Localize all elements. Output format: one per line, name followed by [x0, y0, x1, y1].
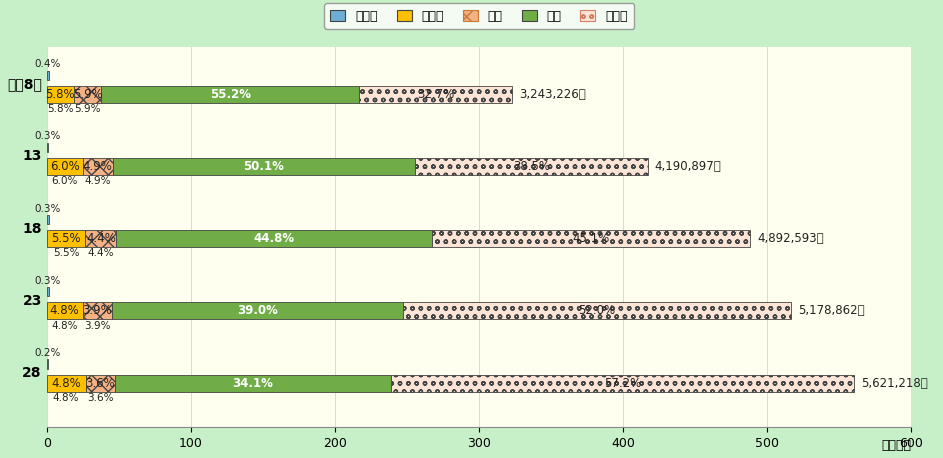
Text: 3.9%: 3.9%	[84, 321, 110, 331]
Bar	[47, 302, 82, 319]
Text: 44.8%: 44.8%	[254, 232, 295, 245]
Text: 0.3%: 0.3%	[34, 131, 60, 142]
Text: 6.0%: 6.0%	[52, 176, 78, 186]
Bar	[82, 302, 111, 319]
Text: 3.6%: 3.6%	[85, 376, 115, 390]
Text: 4,892,593人: 4,892,593人	[757, 232, 824, 245]
Text: 5.5%: 5.5%	[53, 249, 79, 258]
Text: （万人）: （万人）	[882, 439, 911, 452]
Text: 5.5%: 5.5%	[51, 232, 81, 245]
Text: 39.0%: 39.0%	[237, 305, 277, 317]
Bar	[47, 287, 49, 296]
Text: 0.3%: 0.3%	[35, 204, 61, 214]
Text: 5.9%: 5.9%	[73, 87, 103, 101]
Text: 5.8%: 5.8%	[45, 87, 75, 101]
Bar	[101, 86, 359, 103]
Bar	[433, 230, 751, 247]
Text: 4.4%: 4.4%	[86, 232, 116, 245]
Text: 4.4%: 4.4%	[88, 249, 114, 258]
Text: 0.4%: 0.4%	[35, 59, 60, 69]
Text: 50.1%: 50.1%	[243, 160, 284, 173]
Bar	[111, 302, 403, 319]
Bar	[86, 375, 115, 392]
Legend: 新生児, 乳幼児, 少年, 成人, 高齢者: 新生児, 乳幼児, 少年, 成人, 高齢者	[324, 3, 634, 29]
Bar	[74, 86, 101, 103]
Bar	[47, 230, 86, 247]
Bar	[86, 230, 117, 247]
Bar	[391, 375, 854, 392]
Bar	[47, 215, 49, 224]
Text: 3.9%: 3.9%	[82, 305, 112, 317]
Bar	[359, 86, 512, 103]
Bar	[83, 158, 112, 175]
Text: 6.0%: 6.0%	[50, 160, 79, 173]
Text: 55.2%: 55.2%	[210, 87, 251, 101]
Bar	[47, 71, 48, 80]
Bar	[47, 360, 48, 369]
Text: 45.1%: 45.1%	[572, 232, 610, 245]
Text: 4.8%: 4.8%	[53, 393, 79, 403]
Text: 5.9%: 5.9%	[74, 104, 101, 114]
Text: 34.1%: 34.1%	[232, 376, 273, 390]
Text: 3.6%: 3.6%	[87, 393, 113, 403]
Bar	[47, 158, 83, 175]
Text: 57.2%: 57.2%	[604, 376, 641, 390]
Text: 0.2%: 0.2%	[34, 348, 60, 358]
Bar	[47, 143, 48, 152]
Text: 5.8%: 5.8%	[47, 104, 74, 114]
Bar	[115, 375, 391, 392]
Bar	[47, 375, 86, 392]
Bar	[117, 230, 433, 247]
Text: 5,621,218人: 5,621,218人	[862, 376, 928, 390]
Text: 4.8%: 4.8%	[51, 376, 81, 390]
Text: 4.8%: 4.8%	[51, 321, 78, 331]
Text: 4.9%: 4.9%	[85, 176, 111, 186]
Text: 4.9%: 4.9%	[83, 160, 112, 173]
Text: 4.8%: 4.8%	[50, 305, 79, 317]
Bar	[403, 302, 791, 319]
Text: 4,190,897人: 4,190,897人	[654, 160, 721, 173]
Text: 3,243,226人: 3,243,226人	[520, 87, 587, 101]
Bar	[112, 158, 415, 175]
Bar	[415, 158, 648, 175]
Text: 38.5%: 38.5%	[513, 160, 550, 173]
Text: 52.0%: 52.0%	[578, 305, 616, 317]
Text: 0.3%: 0.3%	[35, 276, 61, 286]
Bar	[47, 86, 74, 103]
Text: 32.7%: 32.7%	[417, 87, 455, 101]
Text: 5,178,862人: 5,178,862人	[798, 305, 865, 317]
